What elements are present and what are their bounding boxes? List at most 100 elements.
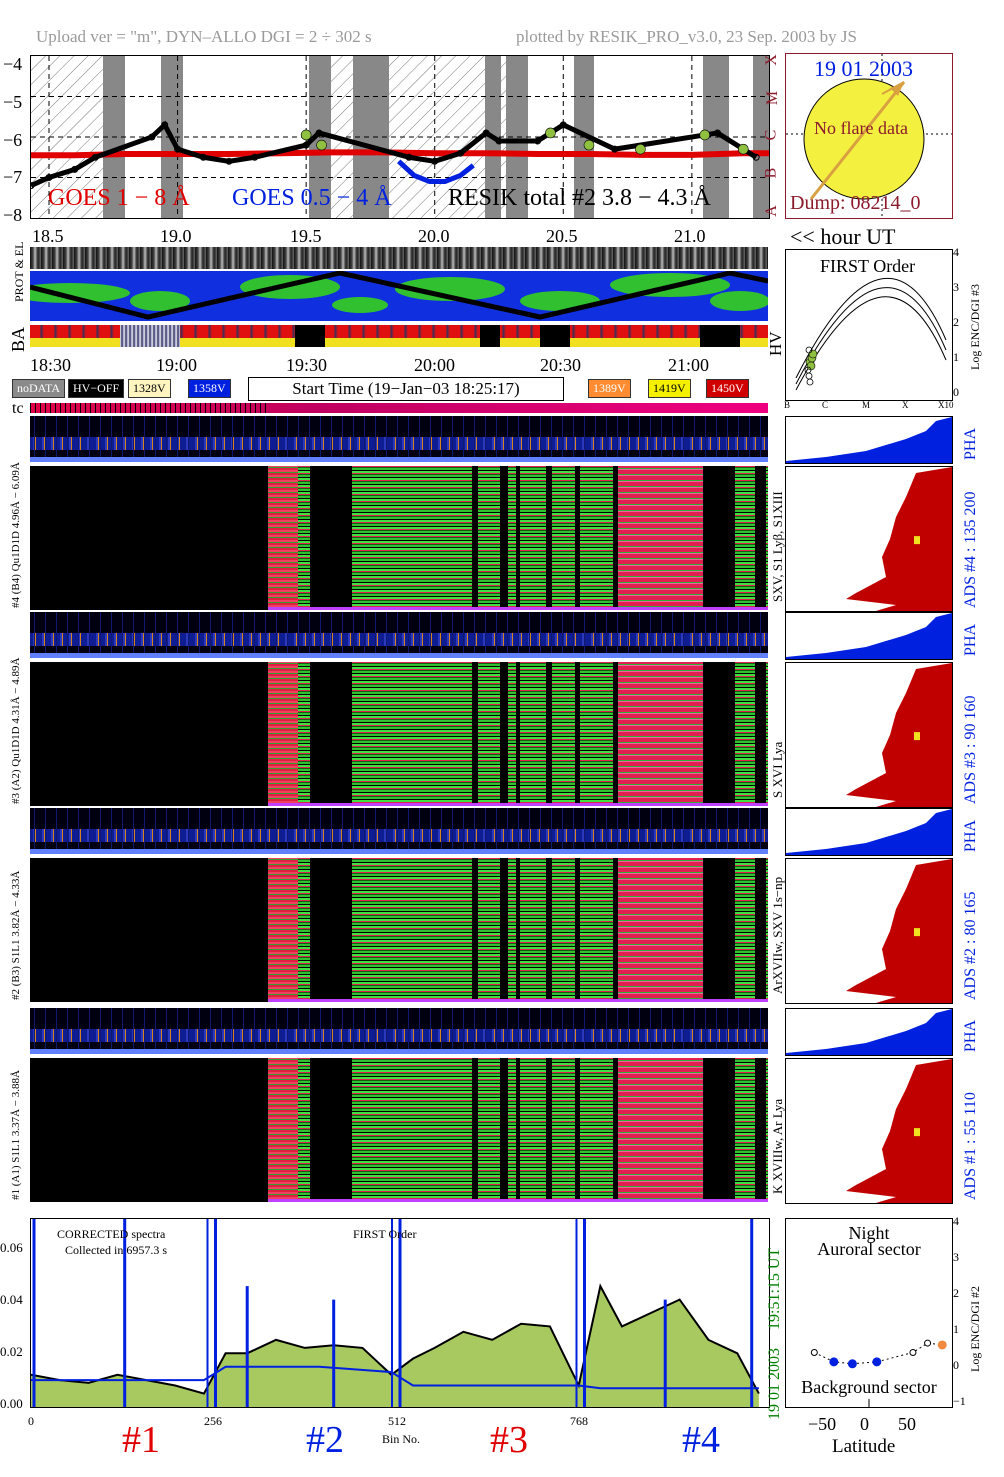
spectrum-y-tick: 0.00 xyxy=(0,1396,23,1411)
heatmap-gap xyxy=(472,1058,478,1202)
spectral-heatmap xyxy=(30,662,768,806)
upload-header: Upload ver = "m", DYN–ALLO DGI = 2 ÷ 302… xyxy=(36,27,372,46)
latitude-point xyxy=(937,1340,947,1350)
ads-label: ADS #4 : 135 200 xyxy=(962,491,979,608)
legend-1358v: 1358V xyxy=(188,379,231,398)
resik-point xyxy=(315,129,323,137)
first-order-plot: FIRST Order xyxy=(785,249,953,401)
heatmap-gap xyxy=(613,1058,618,1202)
sun-disk-diagram xyxy=(786,54,952,218)
time-tick: 19:30 xyxy=(286,355,328,375)
goes-x-tick: 19.0 xyxy=(160,226,192,246)
spectral-heatmap xyxy=(30,858,768,1002)
resik-green-point xyxy=(545,127,556,139)
spectrum-date: 19 01 2003 xyxy=(766,1348,783,1420)
resik-green-point xyxy=(635,143,646,155)
spectrum-time: 19:51:15 UT xyxy=(766,1247,783,1330)
heatmap-gap xyxy=(575,858,580,1002)
channel-range-label: #1 (A1) S1L1 3.37Å − 3.88Å xyxy=(10,1070,22,1200)
latitude-point xyxy=(909,1348,917,1356)
pha-histogram-fill xyxy=(786,1009,952,1055)
heatmap-bottom xyxy=(268,607,768,610)
time-tick: 20:00 xyxy=(414,355,456,375)
spectrum-order: FIRST Order xyxy=(353,1227,417,1241)
resik-green-point xyxy=(699,129,711,141)
heatmap-gap xyxy=(546,858,552,1002)
ba-strip-gap xyxy=(540,325,570,347)
heatmap-gap xyxy=(613,466,618,610)
pha-noise xyxy=(30,416,768,462)
heatmap-gap xyxy=(703,466,735,610)
ads-histogram xyxy=(785,662,953,808)
goes-y-tick: −5 xyxy=(3,92,23,113)
pha-strip xyxy=(30,612,768,658)
heatmap-hot xyxy=(618,1058,708,1202)
spectrum-lines xyxy=(31,1219,760,1407)
resik-point xyxy=(148,133,156,141)
pha-histogram-fill xyxy=(786,809,952,855)
heatmap-gap xyxy=(516,1058,520,1202)
ads-label: ADS #3 : 90 160 xyxy=(962,695,979,804)
heatmap-hot xyxy=(618,466,708,610)
legend-goes-short: GOES 0.5 − 4 Å xyxy=(232,185,392,211)
first-order-x-tick: B xyxy=(784,400,791,410)
first-order-x-tick: M xyxy=(862,400,871,410)
heatmap-gap xyxy=(755,466,766,610)
first-order-y-tick: 2 xyxy=(953,315,959,329)
heatmap-bottom xyxy=(268,803,768,806)
channel-line-label: K XVIIIw, Ar Lya xyxy=(770,1098,785,1194)
spectrum-x-tick: 512 xyxy=(388,1414,406,1428)
pha-noise xyxy=(30,808,768,854)
resik-point xyxy=(482,129,490,137)
ads-histogram-fill xyxy=(846,859,952,1003)
heatmap-gap xyxy=(703,1058,735,1202)
latitude-plot: Night Auroral sector Background sector xyxy=(785,1218,953,1408)
pha-floor xyxy=(30,1049,768,1054)
pha-histogram-shape xyxy=(786,1009,952,1055)
plotted-by-header: plotted by RESIK_PRO_v3.0, 23 Sep. 2003 … xyxy=(516,27,857,46)
spectrum-y-tick: 0.04 xyxy=(0,1292,23,1307)
latitude-xlabel: Latitude xyxy=(832,1436,896,1457)
ads-histogram-fill xyxy=(846,663,952,807)
resik-point xyxy=(199,153,207,161)
heatmap-gap xyxy=(613,858,618,1002)
channel-line-label: S XVI Lya xyxy=(770,741,785,798)
pha-histogram-shape xyxy=(786,809,952,855)
spectrum-title: CORRECTED spectra xyxy=(57,1227,166,1241)
spectrum-x-tick: 0 xyxy=(28,1414,34,1428)
resik-point xyxy=(174,145,182,153)
goes-x-tick: 19.5 xyxy=(290,226,322,246)
heatmap-gap xyxy=(472,466,478,610)
heatmap-hot xyxy=(268,858,298,1002)
heatmap-gap xyxy=(575,466,580,610)
hour-ut-caption: << hour UT xyxy=(790,224,896,249)
first-order-y-tick: 1 xyxy=(953,350,959,364)
spectrum-series-line xyxy=(31,1365,759,1390)
pha-floor xyxy=(30,653,768,658)
heatmap-gap xyxy=(500,662,508,806)
ads-marker xyxy=(914,1128,920,1137)
resik-point xyxy=(456,149,464,157)
latitude-x-tick: 50 xyxy=(898,1414,916,1434)
latitude-x-tick: 0 xyxy=(860,1414,869,1434)
latitude-sector: Auroral sector xyxy=(817,1239,921,1259)
resik-point xyxy=(714,129,722,137)
pha-floor xyxy=(30,457,768,462)
heatmap-gap xyxy=(310,858,330,1002)
latitude-background: Background sector xyxy=(801,1377,937,1397)
heatmap-gap xyxy=(546,466,552,610)
first-order-x-tick: X10 xyxy=(938,400,954,410)
latitude-y-tick: 0 xyxy=(953,1358,959,1372)
spectrum-area xyxy=(31,1286,759,1407)
pha-floor xyxy=(30,849,768,854)
ads-label: ADS #1 : 55 110 xyxy=(962,1092,979,1200)
ba-strip-segment xyxy=(120,325,180,347)
channel-range-label: #4 (B4) Qu1D1D 4.96Å − 6.09Å xyxy=(10,462,22,608)
resik-point xyxy=(45,174,53,181)
latitude-x-tick: −50 xyxy=(808,1414,837,1434)
heatmap-gap xyxy=(755,858,766,1002)
goes-series-line xyxy=(31,149,769,159)
heatmap-bottom xyxy=(268,1199,768,1202)
pha-strip xyxy=(30,1008,768,1054)
pha-noise xyxy=(30,1008,768,1054)
